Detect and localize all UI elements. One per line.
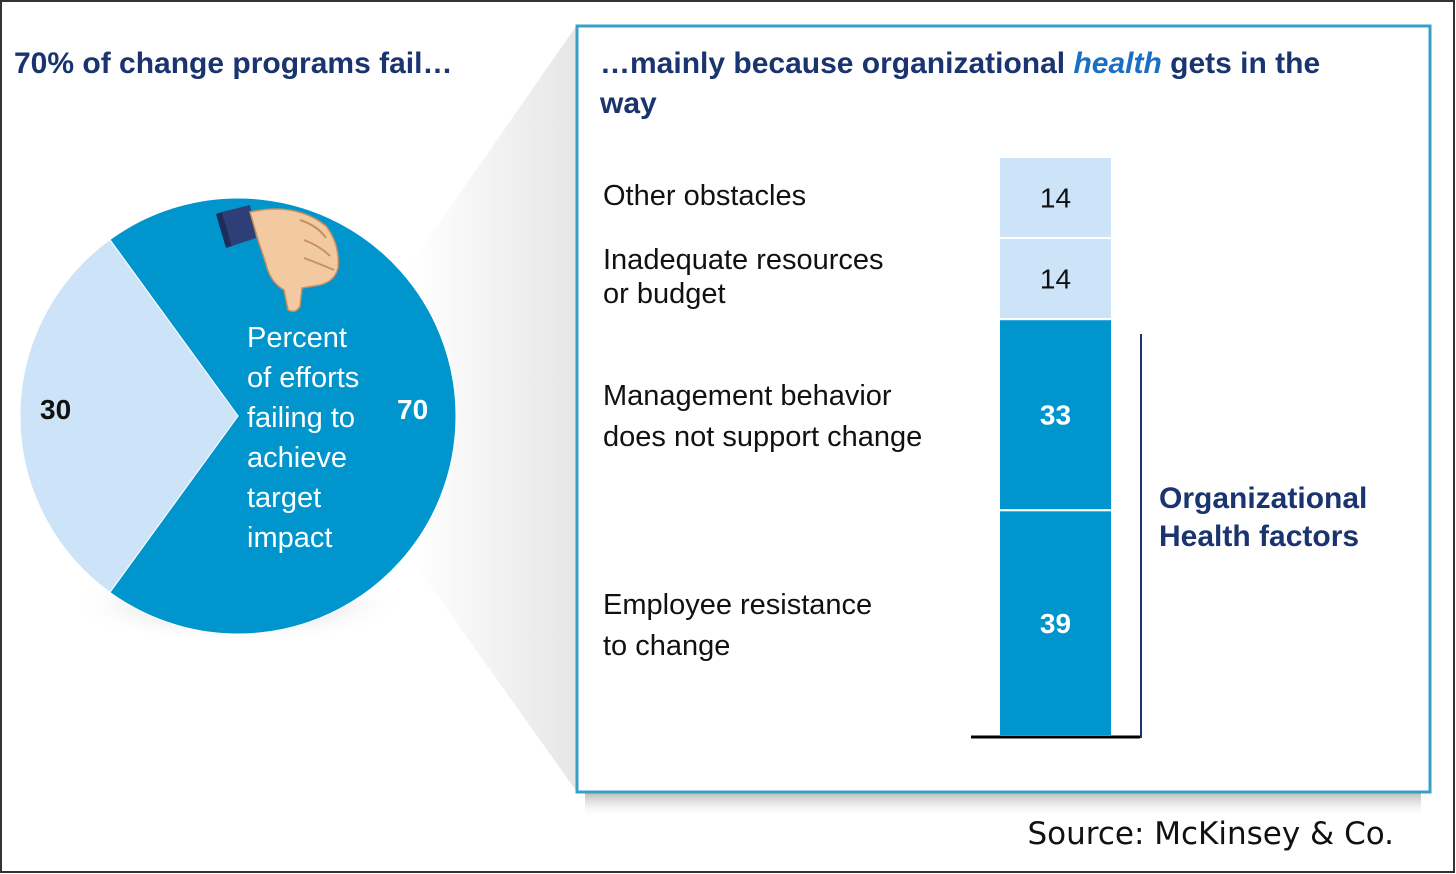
pie-slice-succeeded bbox=[19, 238, 239, 594]
bar-segment bbox=[998, 318, 1113, 512]
box-shadow bbox=[585, 792, 1421, 818]
category-label-line: Inadequate resources bbox=[603, 244, 884, 276]
bar-value-label: 33 bbox=[1040, 400, 1071, 431]
stacked-bar-chart: 39 33 14 14 bbox=[971, 156, 1140, 739]
category-label-line: or budget bbox=[603, 278, 726, 310]
bar-segment bbox=[998, 156, 1113, 240]
category-label-line: to change bbox=[603, 630, 731, 662]
category-label-line: does not support change bbox=[603, 421, 923, 453]
category-label-line: Other obstacles bbox=[603, 180, 807, 212]
bar-value-label: 39 bbox=[1040, 608, 1071, 639]
category-label-employee-resistance: Employee resistance to change bbox=[603, 585, 872, 667]
pie-center-line: of efforts bbox=[247, 362, 360, 394]
bar-value-label: 14 bbox=[1040, 183, 1071, 214]
bar-segment bbox=[998, 509, 1113, 737]
health-label-line: Organizational bbox=[1159, 482, 1368, 515]
pie-center-label: Percent of efforts failing to achieve ta… bbox=[247, 318, 359, 558]
pie-value-label-failed: 70 bbox=[397, 394, 429, 425]
heading-part-2: gets in the way bbox=[600, 47, 1321, 120]
heading-emphasis: health bbox=[1073, 47, 1162, 80]
category-label-line: Management behavior bbox=[603, 380, 892, 412]
category-label-inadequate-resources: Inadequate resources or budget bbox=[603, 242, 884, 312]
heading-part-1: …mainly because organizational bbox=[600, 47, 1074, 80]
zoom-funnel bbox=[412, 25, 577, 792]
category-label-management-behavior: Management behavior does not support cha… bbox=[603, 376, 922, 458]
pie-center-line: achieve bbox=[247, 442, 347, 474]
pie-value-label-succeeded: 30 bbox=[40, 394, 72, 425]
source-note: Source: McKinsey & Co. bbox=[1027, 816, 1394, 852]
health-label-line: Health factors bbox=[1159, 520, 1360, 553]
pie-center-line: impact bbox=[247, 522, 333, 554]
organizational-health-label: Organizational Health factors bbox=[1159, 480, 1367, 556]
pie-slice-failed bbox=[109, 197, 457, 635]
thumbs-down-icon bbox=[216, 205, 339, 313]
right-panel-heading: …mainly because organizational health ge… bbox=[600, 44, 1360, 124]
category-label-other-obstacles: Other obstacles bbox=[603, 178, 806, 214]
category-label-line: Employee resistance bbox=[603, 589, 873, 621]
pie-center-line: failing to bbox=[247, 402, 356, 434]
pie-chart bbox=[19, 197, 457, 635]
left-panel-heading: 70% of change programs fail… bbox=[14, 47, 453, 80]
bar-value-label: 14 bbox=[1040, 264, 1071, 295]
pie-center-line: Percent bbox=[247, 322, 347, 354]
pie-center-line: target bbox=[247, 482, 322, 514]
